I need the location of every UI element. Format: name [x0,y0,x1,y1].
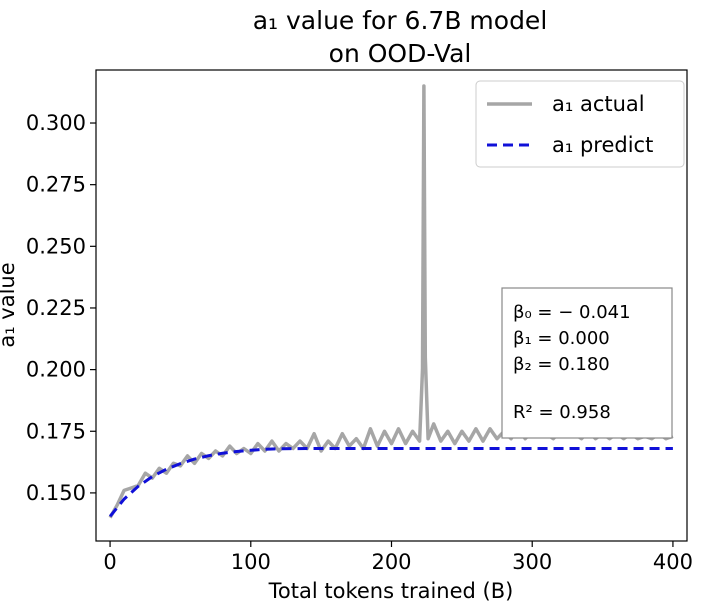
x-tick-label: 300 [512,550,552,574]
y-tick-label: 0.175 [26,419,86,443]
y-tick-label: 0.275 [26,173,86,197]
x-axis: 0 100 200 300 400 [103,541,693,574]
fit-annotation: β₀ = − 0.041 β₁ = 0.000 β₂ = 0.180 R² = … [501,287,673,439]
x-tick-label: 200 [371,550,411,574]
annotation-beta0: β₀ = − 0.041 [513,302,631,323]
chart-title-line2: on OOD-Val [329,39,472,68]
x-tick-label: 100 [231,550,271,574]
chart-title-line1: a₁ value for 6.7B model [253,6,548,35]
annotation-r2: R² = 0.958 [513,402,611,423]
series-line-predict [108,447,673,518]
x-axis-label: Total tokens trained (B) [268,579,514,603]
annotation-box [501,287,673,439]
annotation-beta2: β₂ = 0.180 [513,354,610,375]
legend-label-actual: a₁ actual [552,92,645,116]
y-tick-label: 0.150 [26,481,86,505]
y-axis: 0.150 0.175 0.200 0.225 0.250 0.275 0.300 [26,111,96,505]
legend: a₁ actual a₁ predict [475,80,685,168]
y-axis-label: a₁ value [0,262,19,347]
x-tick-label: 400 [653,550,693,574]
y-tick-label: 0.200 [26,358,86,382]
legend-label-predict: a₁ predict [552,133,653,157]
y-tick-label: 0.250 [26,234,86,258]
x-tick-label: 0 [103,550,116,574]
y-tick-label: 0.225 [26,296,86,320]
annotation-beta1: β₁ = 0.000 [513,328,610,349]
y-tick-label: 0.300 [26,111,86,135]
